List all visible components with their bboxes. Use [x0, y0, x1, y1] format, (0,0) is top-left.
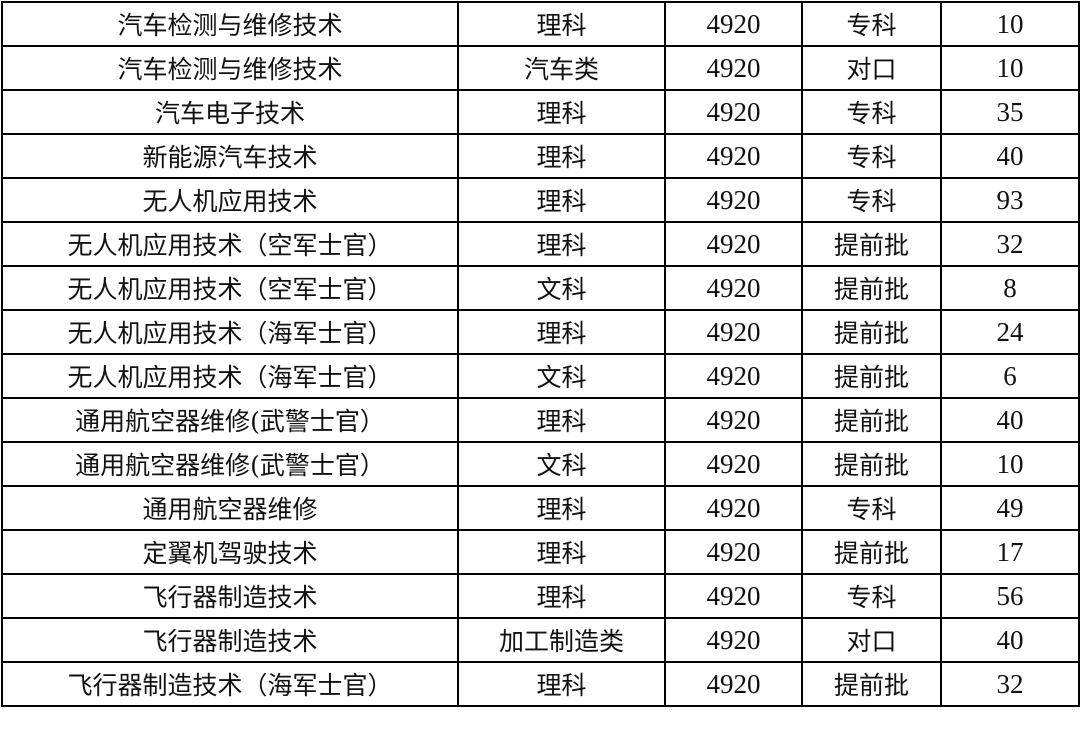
major-cell: 无人机应用技术（海军士官） [1, 353, 459, 399]
major-cell: 无人机应用技术（空军士官） [1, 265, 459, 311]
table-row: 定翼机驾驶技术 理科 4920 提前批 17 [1, 529, 1080, 575]
table-row: 飞行器制造技术（海军士官） 理科 4920 提前批 32 [1, 661, 1080, 707]
major-cell: 汽车检测与维修技术 [1, 45, 459, 91]
code-cell: 4920 [664, 177, 803, 223]
quota-cell: 10 [940, 1, 1080, 47]
table-row: 无人机应用技术 理科 4920 专科 93 [1, 177, 1080, 223]
code-cell: 4920 [664, 89, 803, 135]
batch-cell: 专科 [801, 573, 942, 619]
table-row: 无人机应用技术（空军士官） 理科 4920 提前批 32 [1, 221, 1080, 267]
code-cell: 4920 [664, 573, 803, 619]
code-cell: 4920 [664, 45, 803, 91]
batch-cell: 对口 [801, 45, 942, 91]
batch-cell: 专科 [801, 485, 942, 531]
table-row: 汽车电子技术 理科 4920 专科 35 [1, 89, 1080, 135]
batch-cell: 提前批 [801, 661, 942, 707]
category-cell: 理科 [457, 133, 666, 179]
code-cell: 4920 [664, 1, 803, 47]
quota-cell: 32 [940, 221, 1080, 267]
quota-cell: 10 [940, 45, 1080, 91]
table-row: 通用航空器维修(武警士官） 理科 4920 提前批 40 [1, 397, 1080, 443]
code-cell: 4920 [664, 133, 803, 179]
table-row: 汽车检测与维修技术 汽车类 4920 对口 10 [1, 45, 1080, 91]
category-cell: 理科 [457, 529, 666, 575]
major-cell: 飞行器制造技术 [1, 617, 459, 663]
major-cell: 新能源汽车技术 [1, 133, 459, 179]
category-cell: 理科 [457, 661, 666, 707]
major-cell: 无人机应用技术 [1, 177, 459, 223]
category-cell: 理科 [457, 309, 666, 355]
code-cell: 4920 [664, 221, 803, 267]
category-cell: 文科 [457, 441, 666, 487]
quota-cell: 35 [940, 89, 1080, 135]
quota-cell: 24 [940, 309, 1080, 355]
code-cell: 4920 [664, 397, 803, 443]
table-row: 通用航空器维修(武警士官） 文科 4920 提前批 10 [1, 441, 1080, 487]
code-cell: 4920 [664, 485, 803, 531]
quota-cell: 32 [940, 661, 1080, 707]
code-cell: 4920 [664, 661, 803, 707]
batch-cell: 提前批 [801, 353, 942, 399]
batch-cell: 提前批 [801, 265, 942, 311]
major-cell: 汽车检测与维修技术 [1, 1, 459, 47]
quota-cell: 17 [940, 529, 1080, 575]
table-row: 通用航空器维修 理科 4920 专科 49 [1, 485, 1080, 531]
category-cell: 理科 [457, 397, 666, 443]
quota-cell: 40 [940, 617, 1080, 663]
table-row: 无人机应用技术（空军士官） 文科 4920 提前批 8 [1, 265, 1080, 311]
major-cell: 飞行器制造技术（海军士官） [1, 661, 459, 707]
quota-cell: 8 [940, 265, 1080, 311]
category-cell: 汽车类 [457, 45, 666, 91]
batch-cell: 专科 [801, 1, 942, 47]
batch-cell: 提前批 [801, 441, 942, 487]
quota-cell: 10 [940, 441, 1080, 487]
category-cell: 理科 [457, 177, 666, 223]
batch-cell: 专科 [801, 177, 942, 223]
code-cell: 4920 [664, 265, 803, 311]
major-cell: 通用航空器维修(武警士官） [1, 441, 459, 487]
category-cell: 文科 [457, 353, 666, 399]
batch-cell: 对口 [801, 617, 942, 663]
batch-cell: 提前批 [801, 221, 942, 267]
table-body: 汽车检测与维修技术 理科 4920 专科 10 汽车检测与维修技术 汽车类 4920 对口 10 汽… [1, 1, 1080, 707]
batch-cell: 提前批 [801, 397, 942, 443]
table-row: 新能源汽车技术 理科 4920 专科 40 [1, 133, 1080, 179]
major-cell: 汽车电子技术 [1, 89, 459, 135]
category-cell: 理科 [457, 89, 666, 135]
batch-cell: 提前批 [801, 529, 942, 575]
quota-cell: 49 [940, 485, 1080, 531]
table-row: 无人机应用技术（海军士官） 理科 4920 提前批 24 [1, 309, 1080, 355]
table-row: 飞行器制造技术 加工制造类 4920 对口 40 [1, 617, 1080, 663]
major-cell: 通用航空器维修(武警士官） [1, 397, 459, 443]
category-cell: 文科 [457, 265, 666, 311]
code-cell: 4920 [664, 529, 803, 575]
table-row: 飞行器制造技术 理科 4920 专科 56 [1, 573, 1080, 619]
major-cell: 飞行器制造技术 [1, 573, 459, 619]
code-cell: 4920 [664, 353, 803, 399]
category-cell: 理科 [457, 221, 666, 267]
quota-cell: 40 [940, 133, 1080, 179]
major-cell: 无人机应用技术（空军士官） [1, 221, 459, 267]
batch-cell: 专科 [801, 133, 942, 179]
quota-cell: 6 [940, 353, 1080, 399]
code-cell: 4920 [664, 309, 803, 355]
quota-cell: 40 [940, 397, 1080, 443]
major-cell: 通用航空器维修 [1, 485, 459, 531]
batch-cell: 提前批 [801, 309, 942, 355]
table-row: 汽车检测与维修技术 理科 4920 专科 10 [1, 1, 1080, 47]
major-cell: 无人机应用技术（海军士官） [1, 309, 459, 355]
quota-cell: 93 [940, 177, 1080, 223]
category-cell: 加工制造类 [457, 617, 666, 663]
enrollment-table: 汽车检测与维修技术 理科 4920 专科 10 汽车检测与维修技术 汽车类 4920 对口 10 汽… [1, 1, 1080, 707]
quota-cell: 56 [940, 573, 1080, 619]
major-cell: 定翼机驾驶技术 [1, 529, 459, 575]
category-cell: 理科 [457, 485, 666, 531]
category-cell: 理科 [457, 1, 666, 47]
batch-cell: 专科 [801, 89, 942, 135]
category-cell: 理科 [457, 573, 666, 619]
code-cell: 4920 [664, 441, 803, 487]
code-cell: 4920 [664, 617, 803, 663]
table-row: 无人机应用技术（海军士官） 文科 4920 提前批 6 [1, 353, 1080, 399]
